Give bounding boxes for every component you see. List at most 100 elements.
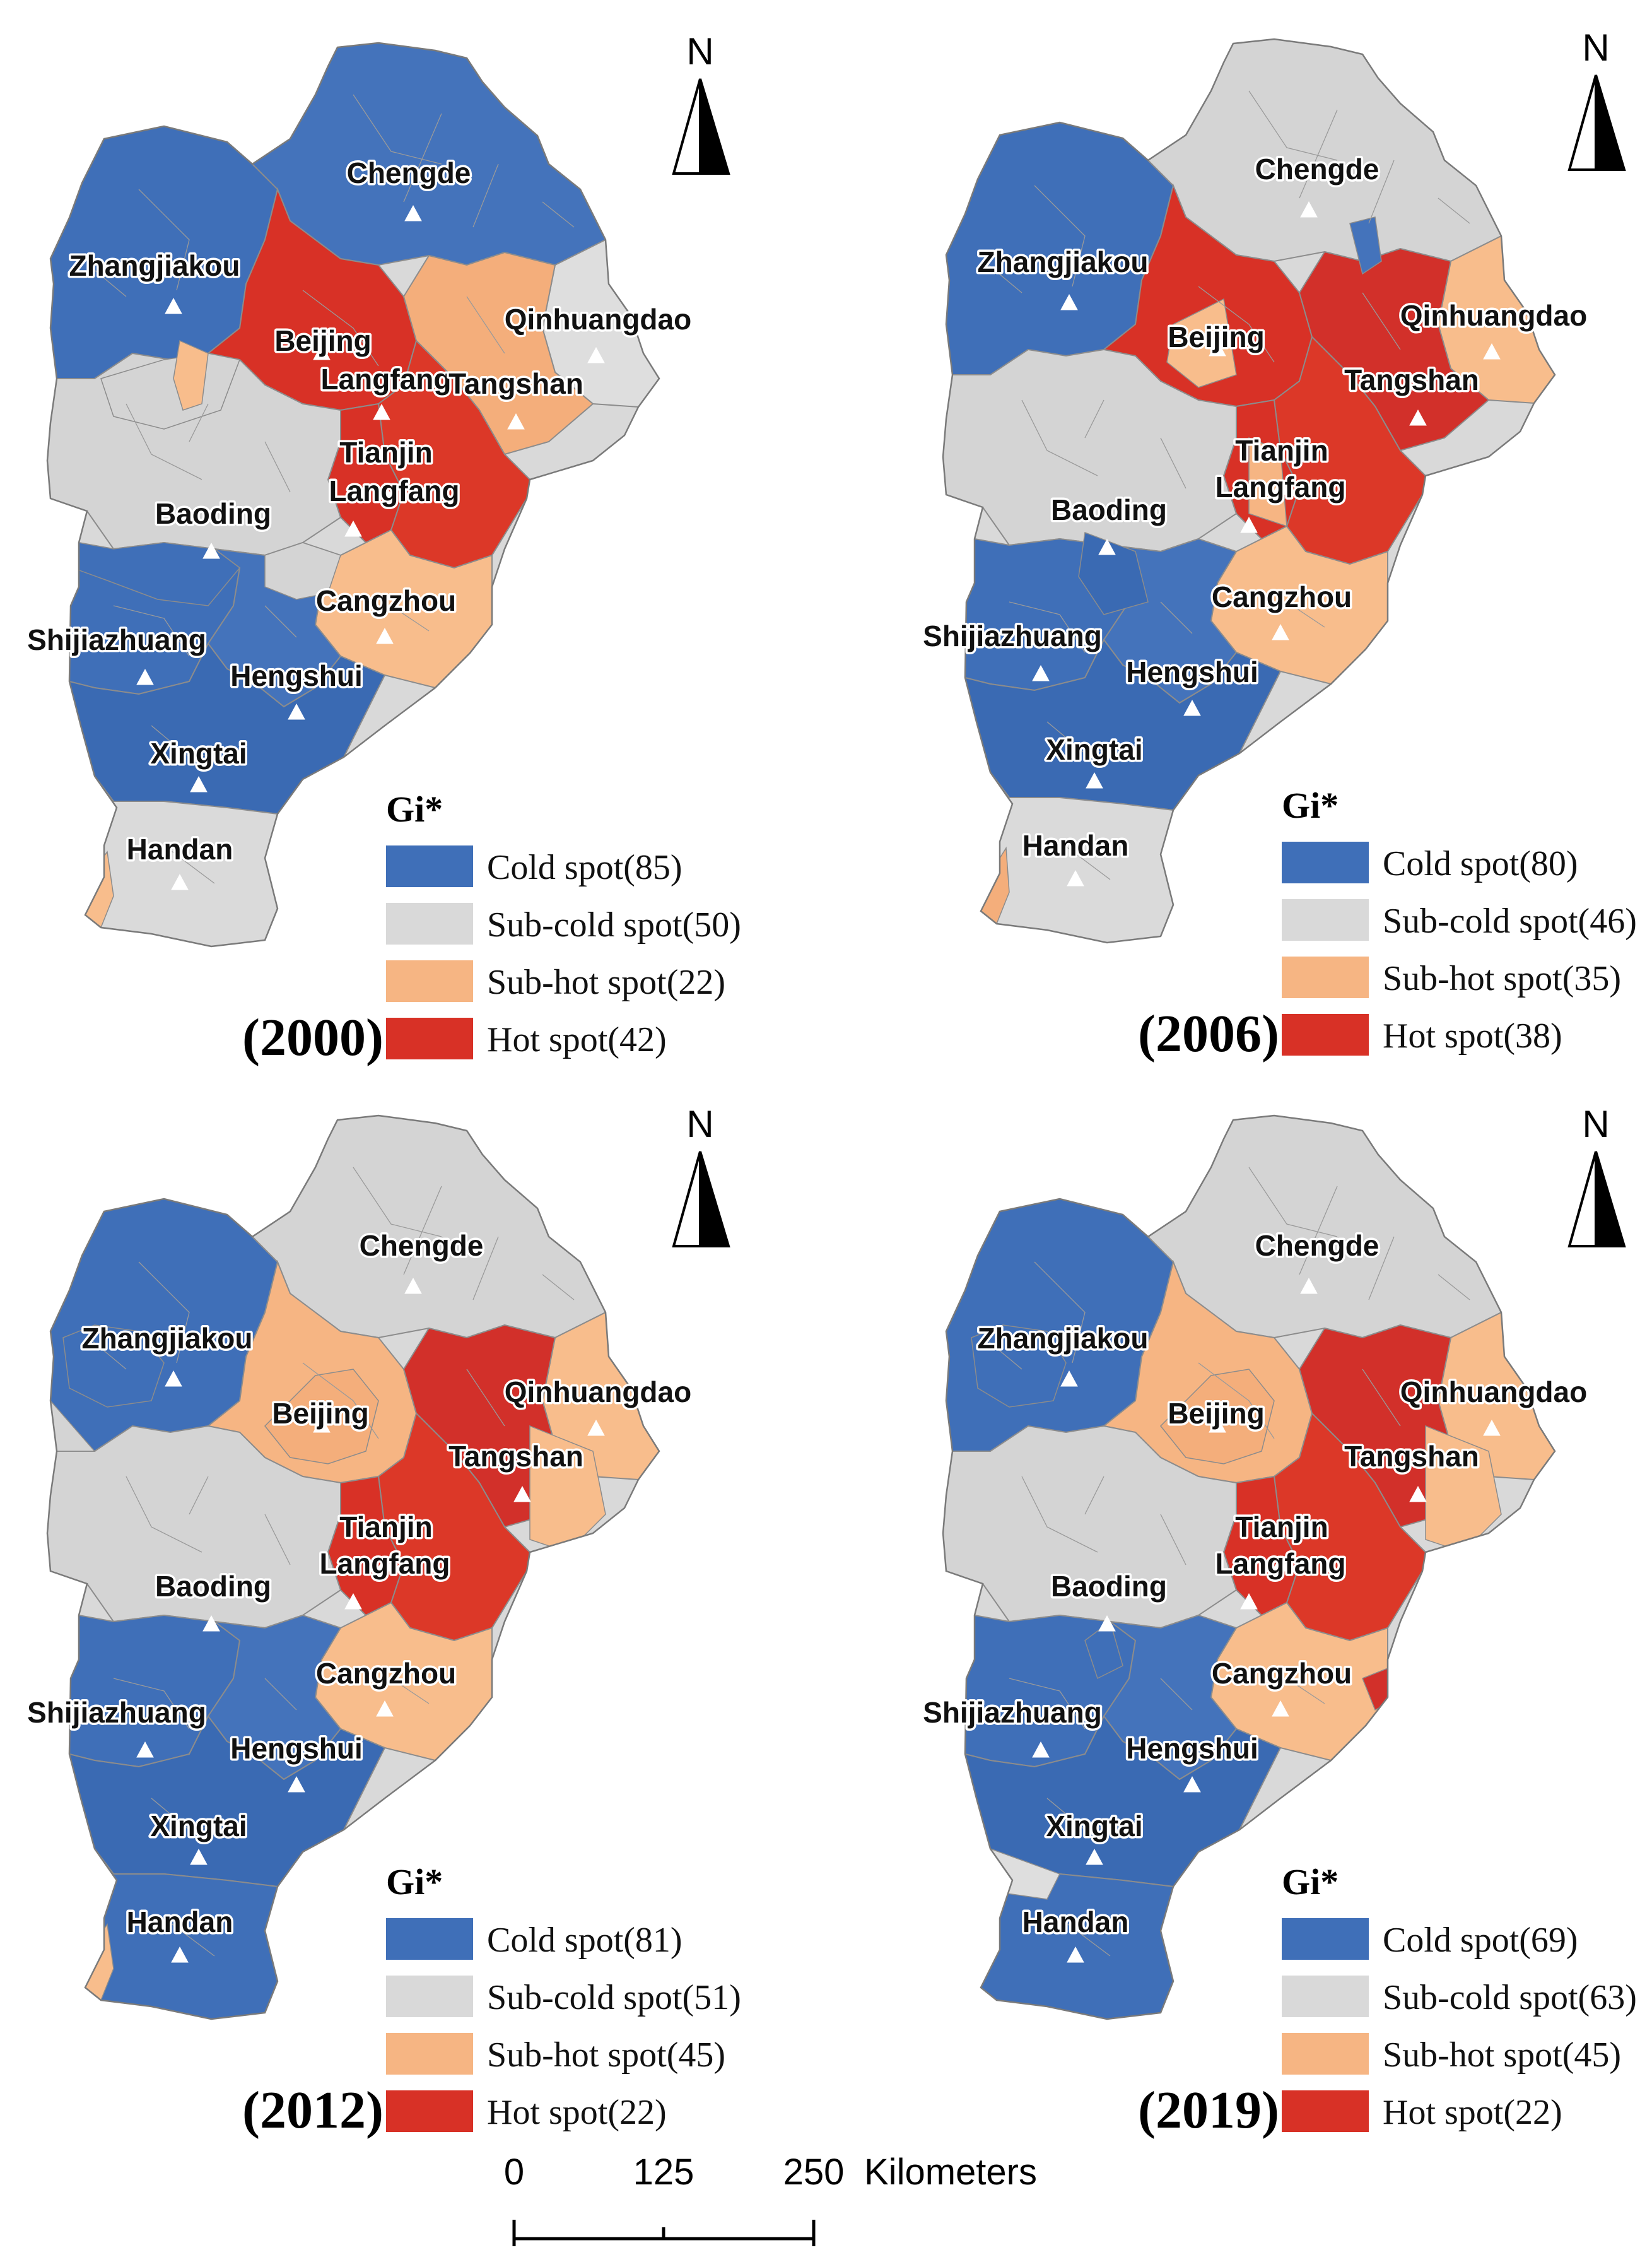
city-marker-icon	[1300, 1277, 1318, 1294]
legend-label-cold: Cold spot(80)	[1383, 844, 1578, 883]
city-label: Beijing	[272, 1397, 368, 1430]
district-boundary	[1160, 437, 1186, 489]
district-boundary	[138, 1261, 190, 1364]
district-boundary	[403, 113, 442, 203]
district-boundary	[1368, 1236, 1395, 1300]
year-label: (2012)	[242, 2081, 384, 2140]
legend-label-subhot: Sub-hot spot(22)	[487, 963, 725, 1002]
city-marker-icon	[404, 1277, 422, 1294]
district-boundary	[1286, 1678, 1325, 1704]
city-label: Handan	[1022, 829, 1129, 862]
legend-swatch-subcold	[1282, 1976, 1369, 2017]
year-label: (2019)	[1138, 2081, 1279, 2140]
city-label: Baoding	[1051, 493, 1167, 526]
province-map	[47, 43, 659, 946]
district-patch	[1425, 1425, 1502, 1553]
district-boundary	[126, 403, 202, 480]
city-marker-icon	[1032, 664, 1050, 681]
district-boundary	[113, 1678, 190, 1729]
district-boundary	[264, 441, 291, 493]
city-label: Hengshui	[1126, 656, 1258, 688]
city-label: Zhangjiakou	[978, 245, 1149, 278]
city-marker-icon	[373, 403, 390, 420]
city-label: Chengde	[360, 1229, 484, 1262]
district-boundary	[1084, 1476, 1104, 1515]
city-label: Langfang	[1216, 471, 1346, 504]
legend-swatch-subhot	[386, 2033, 473, 2075]
legend-label-hot: Hot spot(22)	[487, 2093, 667, 2132]
north-arrow-icon: N	[672, 30, 730, 175]
district-boundary	[403, 1186, 442, 1275]
district-boundary	[264, 1678, 297, 1711]
city-label: Qinhuangdao	[1400, 1375, 1587, 1408]
city-marker-icon	[1032, 1741, 1050, 1758]
scale-tick-250: 250	[783, 2152, 845, 2193]
legend: Gi* Cold spot(85) Sub-cold spot(50) Sub-hot…	[386, 789, 741, 1059]
province-outline	[942, 38, 1556, 944]
north-label: N	[686, 30, 713, 73]
district-boundary	[163, 1917, 215, 1957]
district-boundary	[302, 1362, 379, 1439]
legend-swatch-hot	[386, 1018, 473, 1059]
city-label: Baoding	[155, 497, 271, 530]
district-boundary	[88, 264, 127, 297]
city-marker-icon	[313, 1416, 331, 1433]
city-label: Hengshui	[1126, 1732, 1258, 1765]
legend-label-hot: Hot spot(38)	[1383, 1016, 1562, 1056]
city-marker-icon	[1086, 772, 1103, 789]
district-boundary	[88, 1337, 127, 1370]
legend-title: Gi*	[1282, 785, 1339, 826]
city-label: Baoding	[155, 1570, 271, 1603]
district-boundary	[126, 1476, 202, 1553]
city-marker-icon	[190, 1848, 208, 1865]
district-boundary	[983, 261, 1022, 293]
city-marker-icon	[171, 1946, 189, 1963]
district-patch	[62, 1324, 165, 1408]
city-label: Hengshui	[230, 1732, 363, 1765]
city-marker-icon	[1209, 1416, 1226, 1433]
city-marker-icon	[587, 346, 605, 363]
city-label: Tianjin	[1235, 434, 1328, 467]
scale-unit: Kilometers	[864, 2152, 1037, 2193]
city-marker-icon	[1067, 1946, 1084, 1963]
district-boundary	[466, 1369, 505, 1427]
city-label: Chengde	[1255, 153, 1380, 186]
city-label: Zhangjiakou	[69, 249, 240, 282]
legend-swatch-hot	[1282, 2090, 1369, 2132]
district-patch	[529, 1425, 606, 1553]
legend-swatch-cold	[386, 1918, 473, 1960]
city-marker-icon	[165, 1370, 182, 1387]
scale-tick-0: 0	[504, 2152, 524, 2193]
city-marker-icon	[1209, 339, 1226, 356]
city-marker-icon	[1240, 1593, 1258, 1610]
city-marker-icon	[376, 1555, 394, 1572]
city-label: Shijiazhuang	[27, 1696, 206, 1729]
legend-title: Gi*	[386, 789, 443, 830]
district-boundary	[390, 605, 430, 632]
province-outline	[46, 1114, 660, 2020]
city-marker-icon	[376, 482, 394, 499]
district-boundary	[1009, 601, 1086, 653]
district-boundary	[189, 403, 209, 442]
city-marker-icon	[376, 627, 394, 644]
legend-label-hot: Hot spot(42)	[487, 1020, 667, 1059]
city-label: Beijing	[1168, 1397, 1264, 1430]
north-label: N	[1582, 1103, 1609, 1145]
district-boundary	[1084, 399, 1104, 439]
district-boundary	[1160, 1678, 1193, 1711]
district-boundary	[138, 189, 190, 291]
year-label: (2000)	[242, 1008, 384, 1067]
city-label: Xingtai	[150, 737, 247, 770]
district-boundary	[542, 1274, 575, 1300]
province-outline	[46, 42, 660, 948]
district-boundary	[1248, 90, 1338, 161]
city-marker-icon	[171, 873, 189, 890]
scale-tick-125: 125	[633, 2152, 694, 2193]
city-marker-icon	[1272, 478, 1289, 495]
district-patch	[173, 339, 209, 411]
district-patch	[1248, 437, 1287, 527]
district-patch	[1166, 298, 1237, 388]
city-label: Tianjin	[339, 436, 432, 469]
city-marker-icon	[1086, 1848, 1103, 1865]
